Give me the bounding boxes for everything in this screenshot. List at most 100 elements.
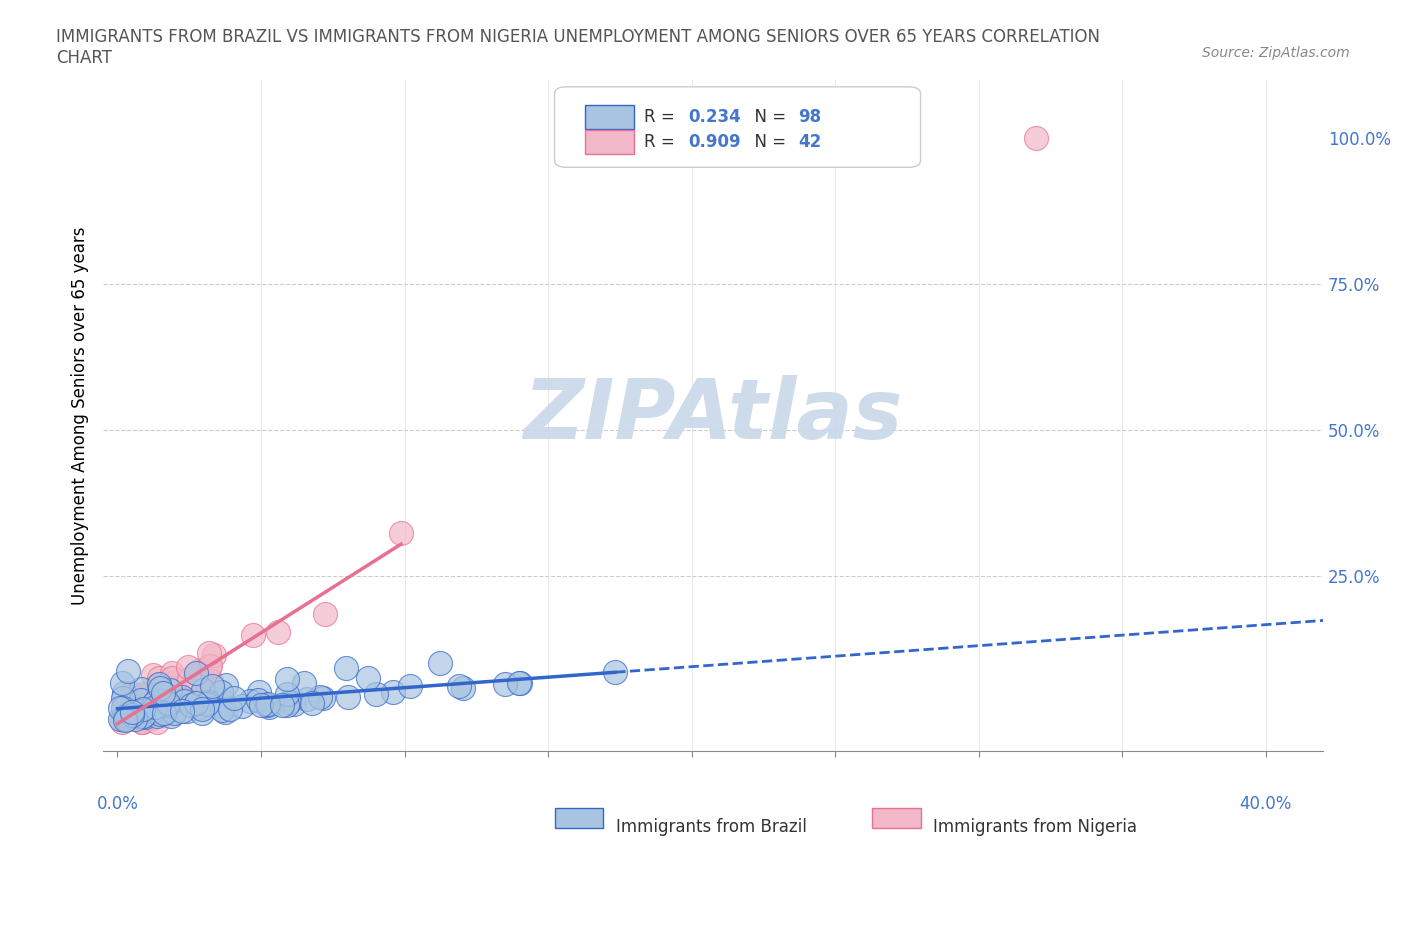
Point <box>239 693 262 708</box>
FancyBboxPatch shape <box>585 105 634 129</box>
Text: ZIPAtlas: ZIPAtlas <box>523 375 903 456</box>
Point <box>277 695 299 710</box>
Text: R =: R = <box>644 108 679 126</box>
Point <box>276 698 298 712</box>
Point <box>211 702 233 717</box>
Point <box>172 689 194 704</box>
Point <box>276 686 298 701</box>
Point <box>231 698 253 713</box>
Point <box>112 686 135 701</box>
Point <box>389 525 412 540</box>
Point <box>188 662 211 677</box>
Point <box>256 697 278 711</box>
Point <box>121 708 143 723</box>
Text: 42: 42 <box>799 133 821 151</box>
Point <box>124 711 146 726</box>
Point <box>1025 131 1047 146</box>
Point <box>129 693 152 708</box>
Point <box>160 666 183 681</box>
Text: 0.909: 0.909 <box>689 133 741 151</box>
Point <box>114 712 136 727</box>
Point <box>197 695 219 710</box>
Point <box>148 698 170 713</box>
Point <box>270 698 292 712</box>
Point <box>121 704 143 719</box>
Point <box>125 708 148 723</box>
Point <box>214 704 236 719</box>
Point <box>148 701 170 716</box>
Point <box>110 711 132 726</box>
Point <box>132 709 155 724</box>
Point <box>198 645 221 660</box>
Text: Immigrants from Brazil: Immigrants from Brazil <box>616 818 807 836</box>
Point <box>242 628 264 643</box>
Point <box>247 684 270 699</box>
Point <box>111 691 134 706</box>
Point <box>156 705 179 720</box>
Point <box>153 676 176 691</box>
Point <box>148 677 170 692</box>
Point <box>132 701 155 716</box>
Point <box>222 691 245 706</box>
Point <box>110 676 132 691</box>
Text: R =: R = <box>644 133 679 151</box>
Text: 98: 98 <box>799 108 821 126</box>
Point <box>276 671 298 686</box>
Point <box>125 707 148 722</box>
Point <box>179 683 201 698</box>
Point <box>447 679 470 694</box>
Point <box>198 658 221 673</box>
Point <box>509 675 531 690</box>
Text: Immigrants from Nigeria: Immigrants from Nigeria <box>932 818 1136 836</box>
Point <box>146 691 169 706</box>
Point <box>311 691 333 706</box>
Point <box>115 711 138 726</box>
Point <box>125 709 148 724</box>
Point <box>337 689 360 704</box>
Point <box>143 699 166 714</box>
Point <box>146 714 169 729</box>
Text: Source: ZipAtlas.com: Source: ZipAtlas.com <box>1202 46 1350 60</box>
Point <box>124 704 146 719</box>
Point <box>121 708 143 723</box>
Point <box>184 665 207 680</box>
Point <box>117 664 139 679</box>
Point <box>191 701 214 716</box>
Point <box>125 704 148 719</box>
Point <box>451 680 474 695</box>
Point <box>283 697 305 711</box>
Point <box>295 692 318 707</box>
Point <box>190 700 212 715</box>
Point <box>399 679 422 694</box>
Point <box>138 696 160 711</box>
Point <box>173 694 195 709</box>
Text: 0.234: 0.234 <box>689 108 741 126</box>
Point <box>121 696 143 711</box>
Point <box>131 714 153 729</box>
FancyBboxPatch shape <box>554 86 921 167</box>
Point <box>111 701 134 716</box>
Point <box>149 680 172 695</box>
Point <box>211 693 233 708</box>
Point <box>176 703 198 718</box>
Point <box>131 709 153 724</box>
Point <box>114 708 136 723</box>
Point <box>212 698 235 713</box>
Text: N =: N = <box>744 133 792 151</box>
Point <box>134 687 156 702</box>
Point <box>494 676 516 691</box>
Point <box>148 671 170 685</box>
Point <box>257 699 280 714</box>
Text: 0.0%: 0.0% <box>97 794 138 813</box>
Point <box>301 696 323 711</box>
Point <box>218 702 240 717</box>
Point <box>146 678 169 693</box>
Point <box>149 707 172 722</box>
Point <box>170 703 193 718</box>
Point <box>129 681 152 696</box>
Point <box>215 678 238 693</box>
Point <box>111 714 134 729</box>
Point <box>152 694 174 709</box>
Text: N =: N = <box>744 108 792 126</box>
Point <box>191 675 214 690</box>
